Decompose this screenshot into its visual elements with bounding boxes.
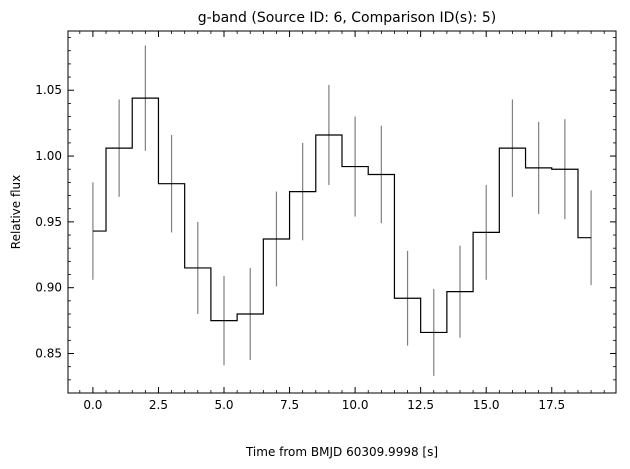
x-tick-label: 7.5 (280, 398, 299, 412)
plot-area (92, 45, 592, 376)
x-tick-label: 5.0 (214, 398, 233, 412)
y-tick-label: 1.00 (35, 149, 62, 163)
x-tick-label: 17.5 (538, 398, 565, 412)
flux-step-line (92, 97, 592, 334)
y-tick-label: 0.85 (35, 347, 62, 361)
chart-title: g-band (Source ID: 6, Comparison ID(s): … (198, 10, 496, 26)
x-tick-label: 0.0 (83, 398, 102, 412)
y-tick-label: 0.90 (35, 281, 62, 295)
x-tick-label: 12.5 (407, 398, 434, 412)
x-axis: 0.0 2.5 5.0 7.5 10.0 12.5 15.0 17.5 (79, 31, 605, 412)
plot-frame (67, 30, 617, 394)
y-axis: 0.85 0.90 0.95 1.00 1.05 (35, 37, 616, 394)
y-axis-label: Relative flux (9, 175, 23, 249)
y-tick-label: 0.95 (35, 215, 62, 229)
x-axis-label: Time from BMJD 60309.9998 [s] (245, 445, 438, 459)
x-tick-label: 15.0 (473, 398, 500, 412)
x-tick-label: 10.0 (342, 398, 369, 412)
y-tick-label: 1.05 (35, 83, 62, 97)
x-tick-label: 2.5 (149, 398, 168, 412)
